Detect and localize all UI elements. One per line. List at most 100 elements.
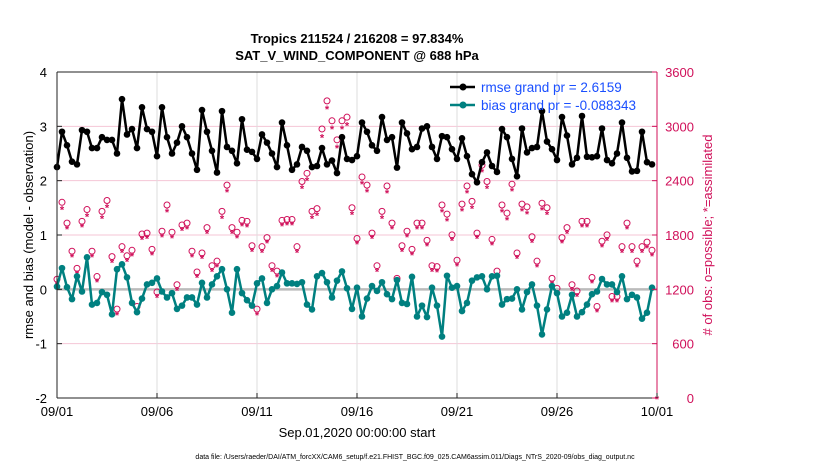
obs-assimilated-point: * <box>140 235 145 247</box>
obs-assimilated-point: * <box>90 252 95 264</box>
bias-point <box>478 272 486 280</box>
obs-assimilated-point: * <box>360 179 365 191</box>
obs-possible-point <box>168 228 176 236</box>
bias-point <box>498 301 506 308</box>
bias-point <box>133 308 141 316</box>
rmse-point <box>338 133 346 141</box>
bias-point <box>78 288 86 295</box>
bias-point <box>193 301 201 308</box>
obs-possible-point <box>583 217 591 225</box>
obs-assimilated-point: * <box>200 254 205 266</box>
bias-point <box>238 289 246 297</box>
rmse-point <box>593 152 601 160</box>
bias-point <box>148 279 156 287</box>
obs-possible-point <box>183 219 191 227</box>
bias-point <box>343 284 351 292</box>
bias-point <box>563 309 571 316</box>
obs-possible-point <box>523 203 531 211</box>
bias-point <box>243 296 251 304</box>
obs-possible-point <box>608 292 616 300</box>
obs-assimilated-point: * <box>530 237 535 249</box>
bias-point <box>348 305 356 313</box>
obs-assimilated-point: * <box>280 221 285 233</box>
obs-assimilated-point: * <box>165 207 170 219</box>
obs-assimilated-point: * <box>595 307 600 319</box>
rmse-point <box>408 145 416 153</box>
rmse-point <box>468 170 476 178</box>
rmse-point <box>478 158 486 166</box>
rmse-point <box>538 107 546 115</box>
rmse-point <box>183 133 191 141</box>
obs-possible-point <box>218 207 226 215</box>
rmse-point <box>198 106 206 114</box>
bias-point <box>608 281 616 288</box>
obs-assimilated-point: * <box>480 167 485 179</box>
obs-possible-point <box>603 231 611 239</box>
obs-assimilated-point: * <box>365 187 370 199</box>
obs-possible-point <box>463 182 471 190</box>
obs-assimilated-point: * <box>300 183 305 195</box>
x-tick-label: 09/26 <box>541 404 574 419</box>
bias-point <box>428 284 436 292</box>
rmse-point <box>263 139 271 146</box>
obs-assimilated-point: * <box>470 203 475 215</box>
obs-possible-point <box>628 243 636 251</box>
bias-point <box>648 284 656 292</box>
obs-possible-point <box>128 246 136 254</box>
bias-point <box>263 299 271 307</box>
obs-assimilated-point: * <box>265 238 270 250</box>
obs-possible-point <box>503 209 511 217</box>
rmse-point <box>518 125 526 132</box>
obs-possible-point <box>98 207 106 215</box>
rmse-point <box>233 159 241 167</box>
obs-assimilated-point: * <box>485 183 490 195</box>
bias-point <box>438 333 446 340</box>
rmse-point <box>153 152 161 160</box>
obs-possible-point <box>398 242 406 250</box>
rmse-point <box>448 145 456 153</box>
bias-point <box>58 264 66 272</box>
obs-possible-point <box>288 216 296 224</box>
obs-possible-point <box>373 262 381 270</box>
rmse-point <box>163 133 171 141</box>
rmse-point <box>418 125 426 132</box>
bias-point <box>533 302 541 309</box>
obs-assimilated-point: * <box>100 213 105 225</box>
obs-possible-point <box>248 242 256 250</box>
rmse-point <box>603 156 611 164</box>
x-tick-label: 09/16 <box>341 404 374 419</box>
obs-assimilated-point: * <box>585 222 590 234</box>
obs-assimilated-point: * <box>525 209 530 221</box>
bias-point <box>538 331 546 338</box>
obs-possible-point <box>193 268 201 276</box>
bias-point <box>288 280 296 287</box>
obs-assimilated-point: * <box>320 132 325 144</box>
obs-assimilated-point: * <box>250 246 255 258</box>
obs-assimilated-point: * <box>560 238 565 250</box>
obs-assimilated-point: * <box>210 266 215 278</box>
obs-possible-point <box>143 229 151 237</box>
obs-assimilated-point: * <box>245 222 250 234</box>
obs-assimilated-point: * <box>115 310 120 322</box>
obs-assimilated-point: * <box>330 124 335 136</box>
obs-assimilated-point: * <box>575 292 580 304</box>
rmse-point <box>213 169 221 176</box>
obs-possible-point <box>253 305 261 313</box>
obs-possible-point <box>223 181 231 189</box>
obs-possible-point <box>388 219 396 227</box>
obs-possible-point <box>648 246 656 254</box>
obs-possible-point <box>538 199 546 207</box>
obs-possible-point <box>208 262 216 270</box>
bias-point <box>323 278 331 286</box>
obs-markers: * * * * * * * * * * * * * * * * * * * * * * * * * * * * * * * * * * * * * * * *… <box>53 97 660 406</box>
obs-possible-point <box>108 253 116 261</box>
obs-assimilated-point: * <box>145 234 150 246</box>
y-axis-label: rmse and bias (model - observation) <box>21 131 36 339</box>
chart-title: Tropics 211524 / 216208 = 97.834% <box>251 31 464 46</box>
obs-possible-point <box>83 206 91 214</box>
obs-assimilated-point: * <box>540 205 545 217</box>
rmse-point <box>578 112 586 120</box>
obs-assimilated-point: * <box>305 175 310 187</box>
rmse-point <box>218 107 226 115</box>
obs-assimilated-point: * <box>505 215 510 227</box>
